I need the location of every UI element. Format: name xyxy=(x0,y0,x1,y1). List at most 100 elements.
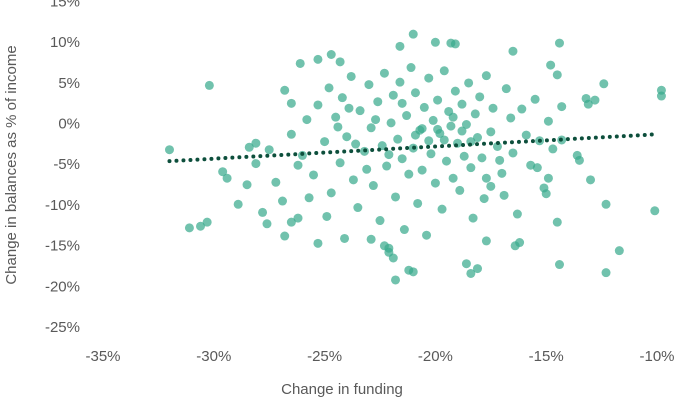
scatter-point xyxy=(326,49,336,59)
x-tick-label: -20% xyxy=(418,348,453,365)
scatter-point xyxy=(382,161,392,171)
scatter-point xyxy=(379,241,389,251)
scatter-point xyxy=(413,198,423,208)
scatter-point xyxy=(388,90,398,100)
scatter-point xyxy=(391,192,401,202)
scatter-point xyxy=(461,259,471,269)
scatter-point xyxy=(324,83,334,93)
scatter-point xyxy=(286,129,296,139)
scatter-point xyxy=(508,148,518,158)
x-tick-label: -35% xyxy=(85,348,120,365)
scatter-point xyxy=(184,223,194,233)
scatter-point xyxy=(466,163,476,173)
scatter-point xyxy=(313,54,323,64)
scatter-point xyxy=(583,99,593,109)
scatter-point xyxy=(346,71,356,81)
scatter-point xyxy=(479,194,489,204)
scatter-point xyxy=(614,246,624,256)
scatter-point xyxy=(286,98,296,108)
scatter-point xyxy=(302,115,312,125)
y-tick-label: 10% xyxy=(50,34,80,51)
x-tick-label: -15% xyxy=(529,348,564,365)
scatter-point xyxy=(386,118,396,128)
scatter-point xyxy=(448,173,458,183)
scatter-point xyxy=(473,264,483,274)
scatter-point xyxy=(601,199,611,209)
scatter-point xyxy=(309,170,319,180)
scatter-point xyxy=(322,211,332,221)
scatter-point xyxy=(450,39,460,49)
scatter-point xyxy=(368,181,378,191)
y-tick-label: -5% xyxy=(53,156,80,173)
scatter-point xyxy=(481,173,491,183)
scatter-point xyxy=(512,209,522,219)
scatter-point xyxy=(439,135,449,145)
scatter-point xyxy=(419,102,429,112)
x-tick-label: -10% xyxy=(639,348,674,365)
scatter-point xyxy=(333,122,343,132)
scatter-point xyxy=(450,86,460,96)
scatter-point xyxy=(410,88,420,98)
scatter-point xyxy=(557,102,567,112)
scatter-point xyxy=(342,132,352,142)
scatter-point xyxy=(430,178,440,188)
trend-line xyxy=(167,132,659,164)
scatter-point xyxy=(408,267,418,277)
scatter-point xyxy=(466,268,476,278)
scatter-point xyxy=(554,260,564,270)
scatter-point xyxy=(543,173,553,183)
scatter-point xyxy=(552,70,562,80)
scatter-point xyxy=(218,167,228,177)
scatter-point xyxy=(481,71,491,81)
scatter-point xyxy=(424,73,434,83)
scatter-point xyxy=(196,221,206,231)
y-tick-label: -15% xyxy=(45,238,80,255)
scatter-point xyxy=(366,123,376,133)
scatter-point xyxy=(384,247,394,257)
scatter-point xyxy=(428,115,438,125)
scatter-point xyxy=(521,130,531,140)
scatter-point xyxy=(448,112,458,122)
scatter-point xyxy=(391,275,401,285)
scatter-point xyxy=(508,46,518,56)
scatter-point xyxy=(548,144,558,154)
scatter-point xyxy=(251,138,261,148)
scatter-point xyxy=(656,91,666,101)
scatter-point xyxy=(397,98,407,108)
scatter-point xyxy=(417,165,427,175)
scatter-point xyxy=(362,164,372,174)
scatter-point xyxy=(331,112,341,122)
scatter-point xyxy=(293,160,303,170)
scatter-point xyxy=(492,141,502,151)
scatter-point xyxy=(364,80,374,90)
scatter-point xyxy=(277,196,287,206)
scatter-point xyxy=(335,57,345,67)
y-tick-label: -10% xyxy=(45,197,80,214)
scatter-point xyxy=(399,225,409,235)
scatter-point xyxy=(280,85,290,95)
scatter-point xyxy=(457,126,467,136)
scatter-point xyxy=(457,99,467,109)
scatter-point xyxy=(395,41,405,51)
y-tick-label: -20% xyxy=(45,278,80,295)
scatter-point xyxy=(271,177,281,187)
scatter-point xyxy=(355,106,365,116)
scatter-point xyxy=(402,111,412,121)
scatter-point xyxy=(486,181,496,191)
scatter-point xyxy=(526,160,536,170)
x-tick-label: -25% xyxy=(307,348,342,365)
scatter-point xyxy=(313,238,323,248)
y-tick-label: 15% xyxy=(50,0,80,10)
scatter-point xyxy=(410,130,420,140)
scatter-point xyxy=(264,145,274,155)
scatter-point xyxy=(244,142,254,152)
scatter-point xyxy=(320,137,330,147)
scatter-point xyxy=(461,120,471,129)
scatter-point xyxy=(233,199,243,209)
scatter-point xyxy=(408,29,418,39)
scatter-point xyxy=(473,133,483,143)
scatter-point xyxy=(422,230,432,240)
scatter-point xyxy=(204,80,214,90)
scatter-point xyxy=(475,92,485,102)
scatter-point xyxy=(262,219,272,229)
